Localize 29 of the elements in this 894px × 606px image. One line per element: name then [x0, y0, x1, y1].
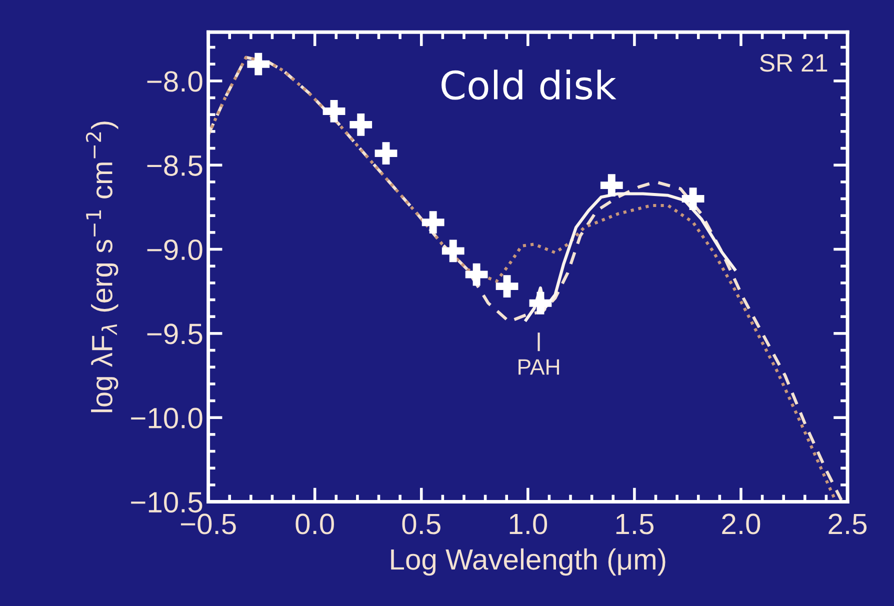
point [322, 100, 346, 122]
point [496, 275, 518, 298]
y-tick-label: −8.0 [147, 71, 202, 92]
x-tick-label: 0.0 [296, 514, 334, 534]
y-tick-label: −10.0 [131, 408, 202, 428]
point [350, 114, 372, 136]
point [529, 292, 552, 314]
annotation: SR 21 [760, 54, 828, 72]
x-tick-label: 2.5 [828, 514, 867, 534]
point [247, 52, 270, 76]
y-tick-label: −9.0 [147, 239, 202, 260]
y-tick-label: −8.5 [147, 155, 202, 176]
y-tick-label: −9.5 [147, 324, 202, 344]
x-tick-label: 1.0 [510, 514, 548, 534]
point [465, 263, 488, 286]
y-tick-label: −10.5 [131, 492, 202, 513]
y-axis-title: log λF$_{λ}$ (erg s$^{−1}$ cm$^{−2}$) [86, 122, 118, 412]
point [442, 240, 464, 262]
x-tick-label: 1.5 [616, 514, 654, 534]
annotation: PAH [518, 359, 559, 375]
x-tick-label: 0.5 [402, 514, 440, 534]
point [600, 174, 623, 196]
x-tick-label: 2.0 [722, 514, 760, 534]
point [682, 188, 704, 210]
x-tick-label: −0.5 [180, 514, 236, 534]
point [374, 142, 398, 165]
x-axis-title: Log Wavelength (μm) [391, 548, 666, 576]
point [422, 211, 444, 234]
text: Cold disk [442, 70, 616, 100]
